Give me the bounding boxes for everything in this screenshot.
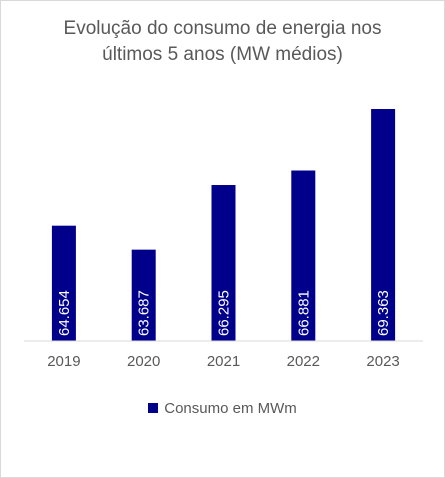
x-tick-label: 2021 xyxy=(207,353,240,370)
x-tick-label: 2019 xyxy=(47,353,80,370)
x-tick-labels: 2019 2020 2021 2022 2023 xyxy=(47,353,400,370)
bar-2022 xyxy=(291,170,316,341)
x-tick-label: 2020 xyxy=(127,353,160,370)
legend: Consumo em MWm xyxy=(0,400,445,417)
legend-swatch xyxy=(148,403,159,413)
bar-2021 xyxy=(211,185,236,341)
x-tick-label: 2023 xyxy=(366,353,399,370)
chart-title-line-2: últimos 5 anos (MW médios) xyxy=(102,44,343,65)
chart-title-line-1: Evolução do consumo de energia nos xyxy=(63,18,382,39)
bar-2019 xyxy=(51,225,76,341)
data-label: 66.881 xyxy=(295,290,312,336)
data-label: 63.687 xyxy=(136,290,153,336)
data-label: 69.363 xyxy=(375,290,392,336)
bar-2020 xyxy=(131,249,156,341)
bar-2023 xyxy=(371,109,396,341)
chart-title: Evolução do consumo de energia nos últim… xyxy=(0,16,445,68)
data-labels: 64.654 63.687 66.295 66.881 69.363 xyxy=(56,290,392,336)
x-tick-label: 2022 xyxy=(287,353,320,370)
legend-label: Consumo em MWm xyxy=(164,400,297,417)
data-label: 66.295 xyxy=(216,290,233,336)
data-label: 64.654 xyxy=(56,290,73,336)
bars-group xyxy=(51,109,396,341)
